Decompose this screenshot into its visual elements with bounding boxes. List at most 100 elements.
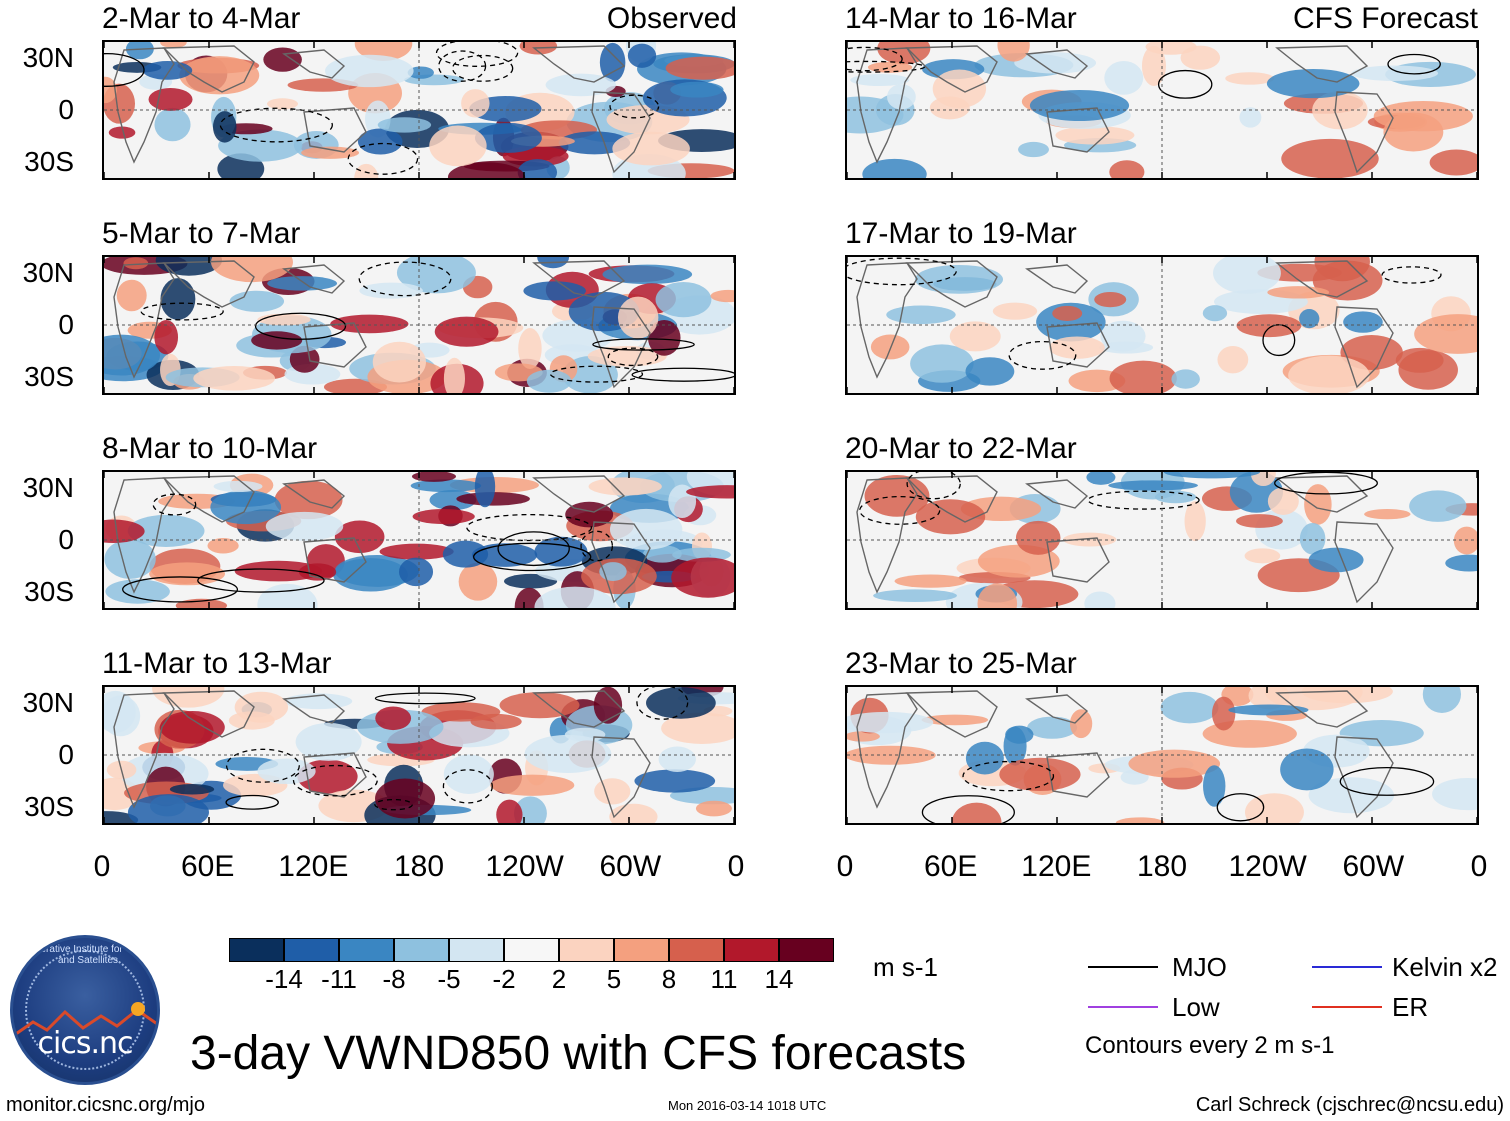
anomaly-shading bbox=[447, 162, 526, 178]
anomaly-shading bbox=[108, 126, 136, 139]
panel-title-right-1: 14-Mar to 16-Mar bbox=[845, 2, 1077, 35]
anomaly-shading bbox=[873, 589, 957, 602]
colorbar-cell bbox=[339, 938, 394, 962]
anomaly-shading bbox=[490, 774, 575, 796]
lat-tick-label: 0 bbox=[58, 524, 74, 555]
map-panel bbox=[845, 40, 1479, 180]
coastline bbox=[113, 262, 175, 379]
anomaly-shading bbox=[593, 687, 623, 724]
anomaly-shading bbox=[1217, 345, 1249, 374]
anomaly-shading bbox=[410, 479, 482, 493]
anomaly-shading bbox=[1145, 42, 1197, 55]
anomaly-shading bbox=[443, 754, 494, 795]
anomaly-shading bbox=[1235, 514, 1283, 528]
anomaly-shading bbox=[193, 366, 276, 391]
mjo-contour bbox=[549, 365, 644, 383]
map-panel bbox=[845, 255, 1479, 395]
mjo-contour bbox=[1339, 766, 1435, 796]
lon-tick-label: 180 bbox=[393, 850, 445, 883]
anomaly-shading bbox=[1213, 257, 1281, 294]
coastline bbox=[905, 475, 998, 523]
mjo-contour bbox=[374, 692, 476, 705]
map-svg bbox=[104, 257, 734, 393]
anomaly-shading bbox=[154, 107, 191, 142]
anomaly-shading bbox=[149, 562, 225, 586]
lon-tick-label: 0 bbox=[727, 850, 745, 883]
anomaly-shading bbox=[357, 128, 403, 155]
lat-tick-label: 30S bbox=[24, 361, 74, 392]
mjo-contour bbox=[906, 472, 961, 500]
anomaly-shading bbox=[398, 557, 434, 587]
legend-line-mjo bbox=[1088, 966, 1158, 968]
anomaly-shading bbox=[1094, 291, 1127, 308]
mjo-contour bbox=[225, 748, 300, 783]
colorbar-cell bbox=[394, 938, 449, 962]
legend-line-low bbox=[1088, 1006, 1158, 1008]
anomaly-shading bbox=[354, 163, 379, 178]
anomaly-shading bbox=[915, 499, 986, 535]
mjo-contour bbox=[1262, 324, 1296, 357]
mjo-contour bbox=[921, 795, 1015, 823]
anomaly-shading bbox=[670, 81, 724, 98]
coastline bbox=[532, 260, 626, 298]
anomaly-shading bbox=[1280, 748, 1334, 791]
lon-tick-label: 0 bbox=[1470, 850, 1488, 883]
anomaly-shading bbox=[1225, 72, 1275, 85]
colorbar-tick-label: -2 bbox=[492, 964, 516, 994]
colorbar-cell bbox=[284, 938, 339, 962]
lon-tick-label: 60E bbox=[180, 850, 235, 883]
colorbar-cell bbox=[559, 938, 614, 962]
anomaly-shading bbox=[997, 42, 1030, 62]
anomaly-shading bbox=[867, 61, 913, 73]
anomaly-shading bbox=[411, 472, 457, 482]
map-panel bbox=[102, 470, 736, 610]
panel-title-right-3: 20-Mar to 22-Mar bbox=[845, 432, 1077, 465]
anomaly-shading bbox=[1084, 591, 1116, 608]
anomaly-shading bbox=[295, 722, 362, 761]
anomaly-shading bbox=[325, 54, 414, 88]
colorbar-tick-label: -14 bbox=[265, 964, 303, 994]
lon-tick-label: 0 bbox=[93, 850, 111, 883]
legend-label-kelvin: Kelvin x2 bbox=[1392, 952, 1498, 982]
mjo-contour bbox=[1274, 472, 1378, 495]
anomaly-shading bbox=[212, 111, 237, 143]
map-svg bbox=[847, 257, 1477, 393]
anomaly-shading bbox=[1128, 749, 1221, 778]
anomaly-shading bbox=[1266, 68, 1360, 99]
anomaly-shading bbox=[1228, 704, 1309, 716]
colorbar-cell bbox=[449, 938, 504, 962]
anomaly-shading bbox=[658, 746, 696, 772]
mjo-contour bbox=[442, 769, 493, 804]
anomaly-shading bbox=[330, 314, 409, 334]
map-svg bbox=[847, 472, 1477, 608]
anomaly-shading bbox=[612, 131, 690, 166]
mjo-contour bbox=[374, 798, 413, 811]
logo-text: cics.nc bbox=[37, 1026, 134, 1061]
anomaly-shading bbox=[496, 799, 523, 823]
anomaly-shading bbox=[921, 714, 989, 726]
cics-logo: Cooperative Institute for Climate and Sa… bbox=[10, 935, 160, 1085]
anomaly-shading bbox=[1373, 100, 1473, 132]
anomaly-shading bbox=[211, 257, 293, 283]
coastline bbox=[282, 264, 346, 294]
anomaly-shading bbox=[1052, 305, 1083, 321]
legend-line-kelvin bbox=[1312, 966, 1382, 968]
coastline bbox=[532, 690, 626, 728]
anomaly-shading bbox=[474, 122, 542, 153]
lon-tick-label: 120W bbox=[1228, 850, 1307, 883]
anomaly-shading bbox=[1236, 314, 1302, 338]
coastline bbox=[1046, 322, 1110, 368]
anomaly-shading bbox=[127, 514, 205, 547]
anomaly-shading bbox=[470, 713, 522, 730]
mjo-contour bbox=[219, 107, 333, 143]
anomaly-shading bbox=[886, 305, 956, 325]
footer-url[interactable]: monitor.cicsnc.org/mjo bbox=[6, 1094, 205, 1116]
map-panel bbox=[102, 685, 736, 825]
anomaly-shading bbox=[1141, 45, 1166, 86]
anomaly-shading bbox=[443, 357, 465, 393]
anomaly-shading bbox=[499, 692, 580, 719]
colorbar-tick-label: 2 bbox=[551, 964, 567, 994]
anomaly-shading bbox=[661, 712, 734, 744]
anomaly-shading bbox=[458, 562, 498, 601]
anomaly-shading bbox=[1308, 777, 1395, 814]
